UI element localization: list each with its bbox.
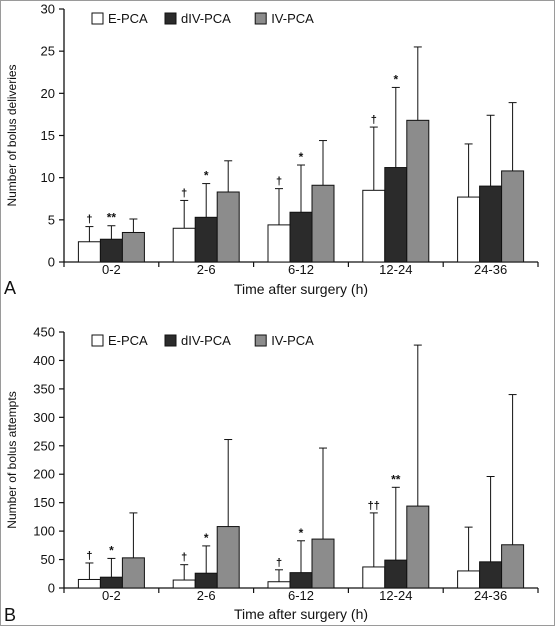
significance-mark: * [299, 526, 304, 540]
bar-e-pca-2-6 [172, 579, 196, 589]
y-tick-label: 350 [33, 381, 55, 396]
bar-div-pca-0-2 [99, 576, 123, 589]
bar-e-pca-6-12 [267, 224, 291, 263]
x-tick-label: 6-12 [288, 262, 314, 277]
legend-swatch-div-pca [164, 12, 177, 25]
bar-div-pca-12-24 [384, 167, 408, 263]
y-tick-label: 30 [41, 2, 55, 17]
bar-div-pca-24-36 [479, 561, 503, 589]
x-tick-label: 2-6 [197, 588, 216, 603]
y-tick-label: 200 [33, 467, 55, 482]
chart-panel-a: 0 5 10 15 20 25 30 0-2 2-6 6-12 12-24 24-36 † ** † * † * †… [4, 2, 539, 298]
bar-e-pca-24-36 [457, 196, 481, 263]
panel-label: B [4, 605, 16, 625]
y-axis-title: Number of bolus deliveries [5, 64, 19, 206]
y-tick-label: 250 [33, 438, 55, 453]
legend-swatch-e-pca [91, 334, 104, 347]
x-axis-title: Time after surgery (h) [234, 281, 368, 297]
y-tick-label: 15 [41, 128, 55, 143]
x-axis-title: Time after surgery (h) [234, 606, 368, 622]
bar-e-pca-0-2 [77, 578, 101, 589]
bar-e-pca-6-12 [267, 581, 291, 589]
significance-mark: ** [391, 472, 401, 486]
x-tick-label: 2-6 [197, 262, 216, 277]
legend-label-iv-pca: IV-PCA [271, 333, 314, 348]
significance-mark: † [181, 187, 187, 199]
bar-e-pca-24-36 [457, 570, 481, 589]
legend-swatch-iv-pca [254, 12, 267, 25]
x-tick-label: 24-36 [474, 588, 507, 603]
legend-swatch-div-pca [164, 334, 177, 347]
bar-div-pca-2-6 [194, 216, 218, 263]
bar-e-pca-2-6 [172, 227, 196, 263]
y-tick-label: 5 [48, 212, 55, 227]
bar-iv-pca-12-24 [406, 505, 430, 589]
bar-div-pca-12-24 [384, 559, 408, 589]
significance-mark: † [86, 214, 92, 226]
y-tick-label: 25 [41, 44, 55, 59]
legend-label-e-pca: E-PCA [108, 11, 148, 26]
legend: E-PCA dIV-PCA IV-PCA [91, 333, 314, 348]
y-axis-title: Number of bolus attempts [5, 391, 19, 528]
bar-iv-pca-2-6 [216, 191, 240, 263]
legend: E-PCA dIV-PCA IV-PCA [91, 11, 314, 26]
panel-label: A [4, 278, 16, 298]
y-tick-label: 20 [41, 86, 55, 101]
bar-iv-pca-6-12 [311, 184, 335, 263]
x-tick-label: 12-24 [379, 588, 412, 603]
chart-panel-b: 0 50 100 150 200 250 300 350 400 450 0-2 2-6 6-12 12-… [4, 325, 539, 625]
y-tick-label: 400 [33, 353, 55, 368]
y-tick-label: 50 [41, 552, 55, 567]
bar-iv-pca-24-36 [501, 170, 525, 263]
bar-iv-pca-6-12 [311, 538, 335, 589]
x-tick-label: 0-2 [102, 262, 121, 277]
significance-mark: † [276, 176, 282, 188]
bar-div-pca-6-12 [289, 211, 313, 263]
y-tick-label: 10 [41, 170, 55, 185]
y-tick-label: 100 [33, 524, 55, 539]
legend-label-div-pca: dIV-PCA [181, 11, 231, 26]
significance-mark: † [181, 552, 187, 564]
bar-div-pca-0-2 [99, 238, 123, 263]
significance-mark: † [86, 550, 92, 562]
bar-iv-pca-2-6 [216, 526, 240, 589]
x-tick-label: 24-36 [474, 262, 507, 277]
bar-e-pca-0-2 [77, 241, 101, 263]
legend-swatch-iv-pca [254, 334, 267, 347]
bar-div-pca-24-36 [479, 185, 503, 263]
significance-mark: † [371, 114, 377, 126]
y-tick-label: 0 [48, 581, 55, 596]
significance-mark: * [109, 543, 114, 557]
bar-div-pca-2-6 [194, 572, 218, 589]
significance-mark: ** [107, 211, 117, 225]
significance-mark: † [276, 557, 282, 569]
significance-mark: †† [368, 500, 380, 512]
bar-iv-pca-0-2 [121, 557, 145, 589]
bar-iv-pca-24-36 [501, 544, 525, 589]
y-tick-label: 300 [33, 410, 55, 425]
bar-iv-pca-12-24 [406, 119, 430, 263]
legend-label-e-pca: E-PCA [108, 333, 148, 348]
significance-mark: * [299, 150, 304, 164]
y-tick-label: 0 [48, 255, 55, 270]
bar-div-pca-6-12 [289, 572, 313, 589]
significance-mark: * [393, 72, 398, 86]
legend-label-div-pca: dIV-PCA [181, 333, 231, 348]
legend-swatch-e-pca [91, 12, 104, 25]
significance-mark: * [204, 531, 209, 545]
bar-e-pca-12-24 [362, 566, 386, 589]
y-tick-label: 150 [33, 495, 55, 510]
bar-iv-pca-0-2 [121, 231, 145, 263]
y-tick-label: 450 [33, 325, 55, 340]
x-tick-label: 0-2 [102, 588, 121, 603]
bar-e-pca-12-24 [362, 189, 386, 263]
legend-label-iv-pca: IV-PCA [271, 11, 314, 26]
x-tick-label: 12-24 [379, 262, 412, 277]
x-tick-label: 6-12 [288, 588, 314, 603]
significance-mark: * [204, 169, 209, 183]
